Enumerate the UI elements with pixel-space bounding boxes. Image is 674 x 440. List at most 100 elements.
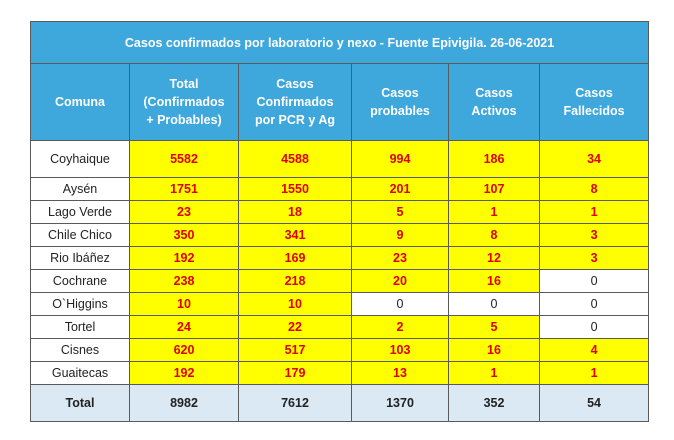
value-cell: 23: [351, 246, 449, 270]
value-cell: 34: [538, 140, 650, 178]
value-cell: 3: [538, 223, 650, 247]
value-cell: 23: [129, 200, 239, 224]
active-header: Casos Activos: [448, 63, 540, 141]
value-cell: 4588: [238, 140, 352, 178]
comuna-name: Guaitecas: [30, 361, 130, 385]
value-cell: 10: [238, 292, 352, 316]
total-label: Total: [30, 384, 130, 422]
table-row: Cisnes 620 517 103 16 4: [30, 338, 650, 362]
total-cell: 1370: [351, 384, 449, 422]
header-line: (Confirmados: [143, 95, 225, 109]
value-cell: 5: [448, 315, 540, 339]
value-cell: 192: [129, 246, 239, 270]
comuna-header: Comuna: [30, 63, 130, 141]
header-line: Activos: [471, 104, 517, 118]
table-row: Cochrane 238 218 20 16 0: [30, 269, 650, 293]
value-cell: 218: [238, 269, 352, 293]
table-row: Tortel 24 22 2 5 0: [30, 315, 650, 339]
value-cell: 994: [351, 140, 449, 178]
total-cell: 8982: [129, 384, 239, 422]
value-cell: 620: [129, 338, 239, 362]
value-cell: 0: [351, 292, 449, 316]
table-row: Aysén 1751 1550 201 107 8: [30, 177, 650, 201]
table-row: Coyhaique 5582 4588 994 186 34: [30, 140, 650, 178]
comuna-name: Coyhaique: [30, 140, 130, 178]
value-cell: 0: [448, 292, 540, 316]
value-cell: 12: [448, 246, 540, 270]
value-cell: 192: [129, 361, 239, 385]
value-cell: 4: [538, 338, 650, 362]
value-cell: 201: [351, 177, 449, 201]
value-cell: 350: [129, 223, 239, 247]
value-cell: 24: [129, 315, 239, 339]
value-cell: 8: [448, 223, 540, 247]
header-line: probables: [370, 104, 430, 118]
value-cell: 22: [238, 315, 352, 339]
table-body: Coyhaique 5582 4588 994 186 34 Aysén 1751 1550 20…: [30, 140, 650, 385]
comuna-name: Rio Ibáñez: [30, 246, 130, 270]
value-cell: 1550: [238, 177, 352, 201]
table-row: Lago Verde 23 18 5 1 1: [30, 200, 650, 224]
value-cell: 10: [129, 292, 239, 316]
value-cell: 1: [538, 361, 650, 385]
value-cell: 1: [538, 200, 650, 224]
value-cell: 3: [538, 246, 650, 270]
value-cell: 1: [448, 361, 540, 385]
value-cell: 16: [448, 269, 540, 293]
total-cell: 352: [448, 384, 540, 422]
value-cell: 1: [448, 200, 540, 224]
comuna-name: Cochrane: [30, 269, 130, 293]
table-row: Guaitecas 192 179 13 1 1: [30, 361, 650, 385]
value-cell: 5582: [129, 140, 239, 178]
value-cell: 103: [351, 338, 449, 362]
header-line: Total: [169, 77, 199, 91]
value-cell: 1751: [129, 177, 239, 201]
header-line: Casos: [475, 86, 513, 100]
value-cell: 13: [351, 361, 449, 385]
header-line: Comuna: [55, 95, 105, 109]
value-cell: 16: [448, 338, 540, 362]
header-line: Fallecidos: [563, 104, 625, 118]
header-line: + Probables): [146, 113, 222, 127]
total-header: Total (Confirmados + Probables): [129, 63, 239, 141]
table-row: O`Higgins 10 10 0 0 0: [30, 292, 650, 316]
value-cell: 107: [448, 177, 540, 201]
total-row: Total 8982 7612 1370 352 54: [30, 384, 650, 422]
header-line: Casos: [381, 86, 419, 100]
comuna-name: Aysén: [30, 177, 130, 201]
comuna-name: Lago Verde: [30, 200, 130, 224]
comuna-name: Chile Chico: [30, 223, 130, 247]
value-cell: 0: [538, 292, 650, 316]
value-cell: 341: [238, 223, 352, 247]
value-cell: 186: [448, 140, 540, 178]
header-line: Casos: [575, 86, 613, 100]
value-cell: 0: [538, 269, 650, 293]
value-cell: 0: [538, 315, 650, 339]
value-cell: 18: [238, 200, 352, 224]
total-cell: 54: [538, 384, 650, 422]
table-row: Rio Ibáñez 192 169 23 12 3: [30, 246, 650, 270]
value-cell: 8: [538, 177, 650, 201]
table-row: Chile Chico 350 341 9 8 3: [30, 223, 650, 247]
cases-table: Casos confirmados por laboratorio y nexo…: [29, 21, 650, 422]
value-cell: 517: [238, 338, 352, 362]
value-cell: 2: [351, 315, 449, 339]
value-cell: 5: [351, 200, 449, 224]
deceased-header: Casos Fallecidos: [538, 63, 650, 141]
value-cell: 238: [129, 269, 239, 293]
value-cell: 9: [351, 223, 449, 247]
header-line: Casos: [276, 77, 314, 91]
comuna-name: O`Higgins: [30, 292, 130, 316]
header-line: por PCR y Ag: [254, 113, 336, 127]
header-line: Confirmados: [256, 95, 334, 109]
header-row: Comuna Total (Confirmados + Probables) Casos…: [30, 63, 650, 141]
table-title: Casos confirmados por laboratorio y nexo…: [29, 21, 650, 64]
comuna-name: Tortel: [30, 315, 130, 339]
value-cell: 179: [238, 361, 352, 385]
comuna-name: Cisnes: [30, 338, 130, 362]
confirmed-header: Casos Confirmados por PCR y Ag: [238, 63, 352, 141]
total-cell: 7612: [238, 384, 352, 422]
probable-header: Casos probables: [351, 63, 449, 141]
value-cell: 20: [351, 269, 449, 293]
value-cell: 169: [238, 246, 352, 270]
